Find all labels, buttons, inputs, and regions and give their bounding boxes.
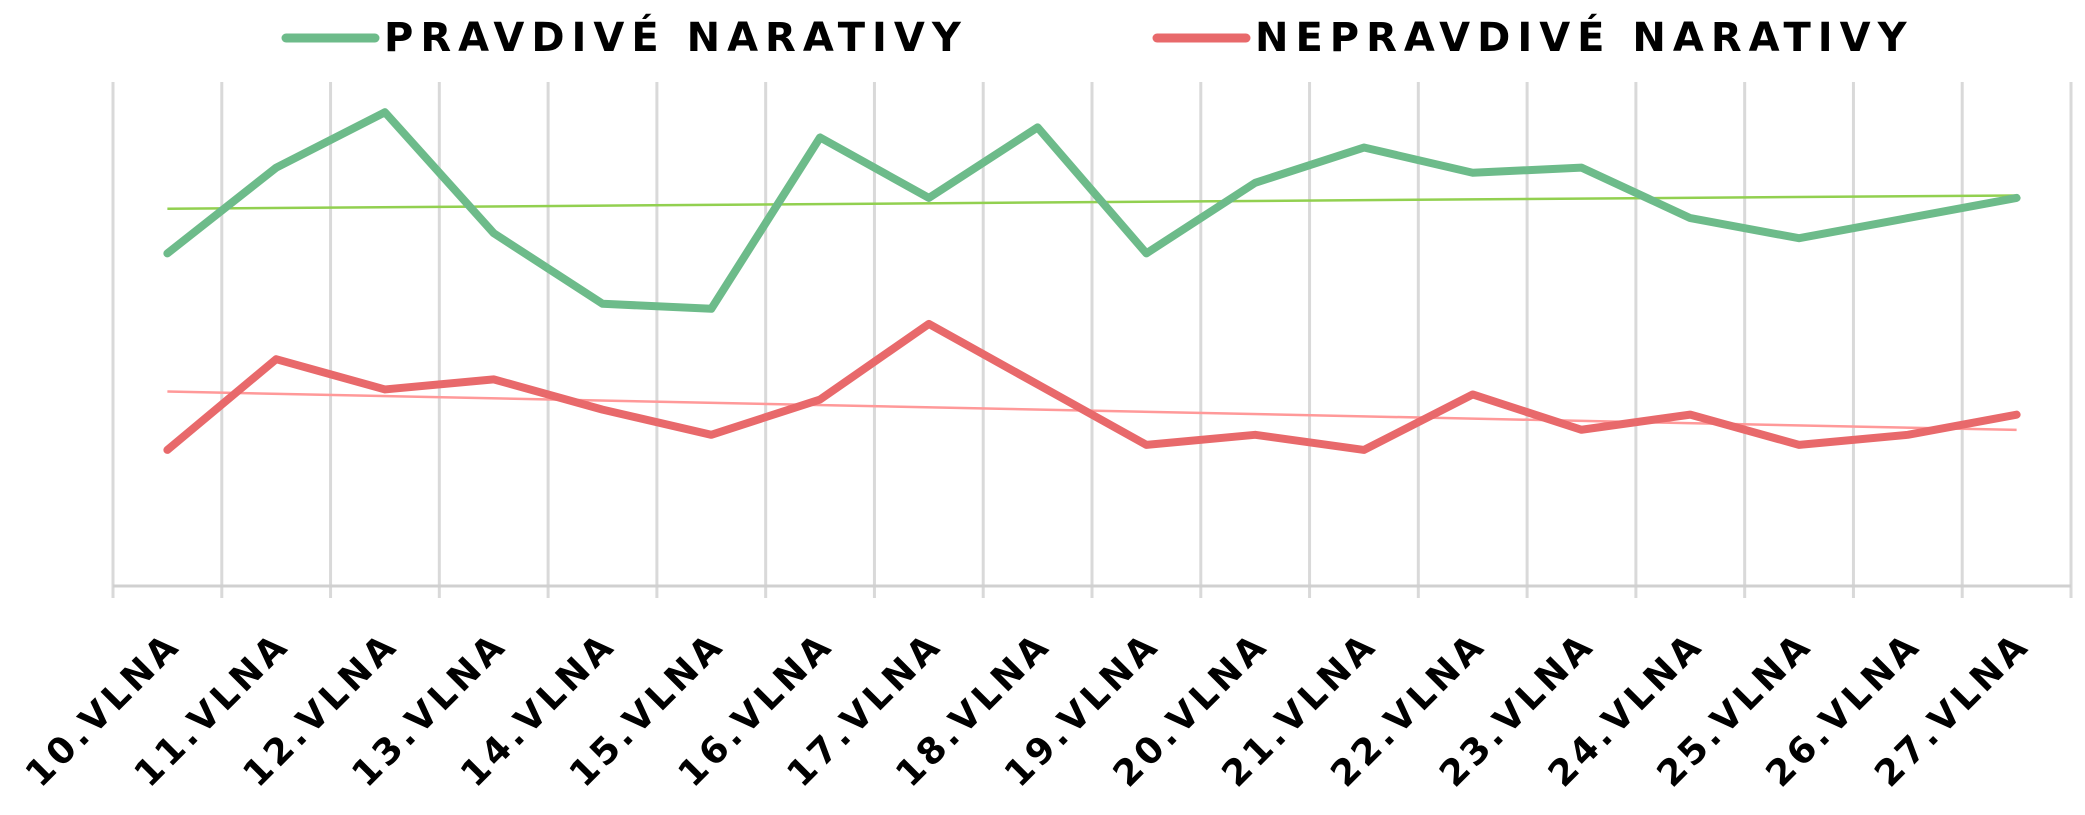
legend-label: PRAVDIVÉ NARATIVY [384,13,968,61]
legend-label: NEPRAVDIVÉ NARATIVY [1255,13,1914,61]
series-line [163,319,2021,454]
trend-line [167,194,2017,211]
series-line [163,108,2021,313]
